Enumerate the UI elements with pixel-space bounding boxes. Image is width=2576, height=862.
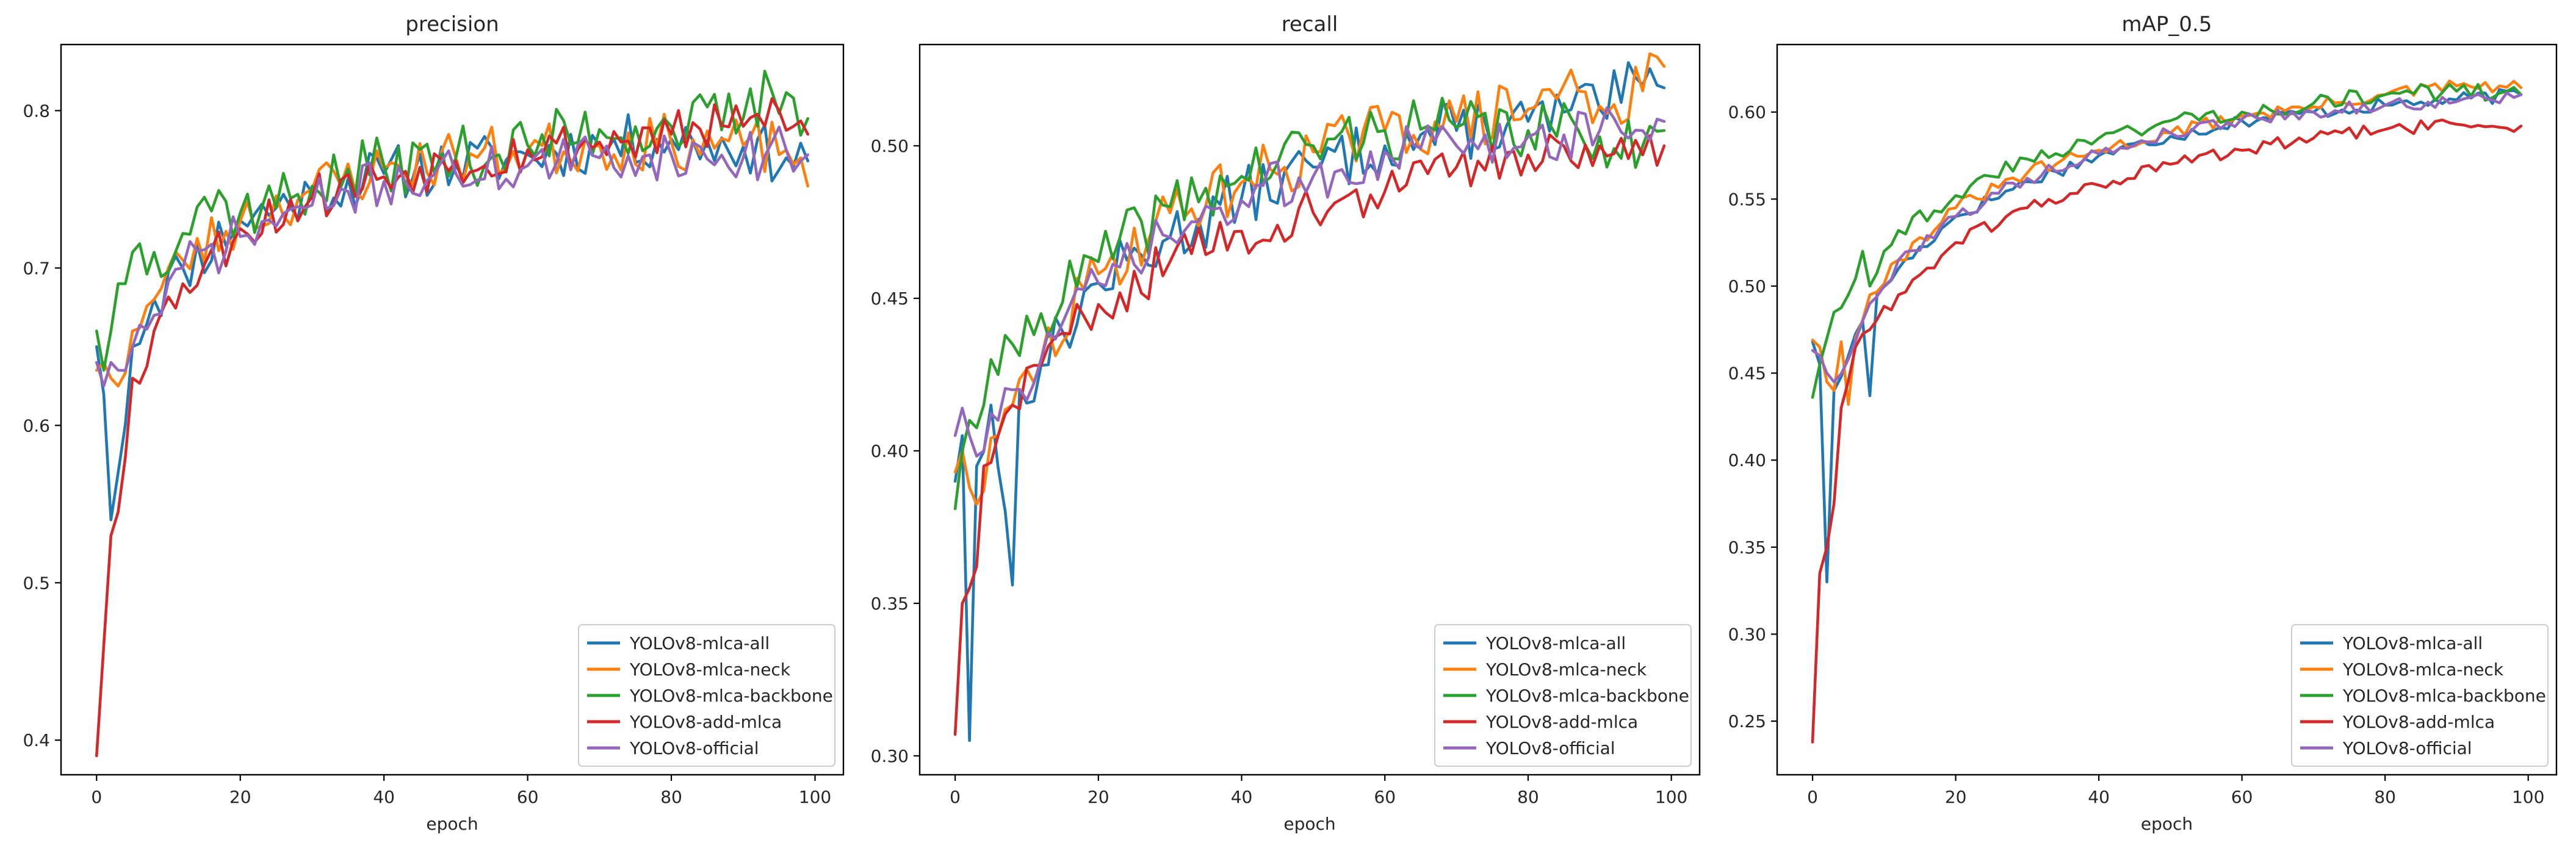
x-tick-label: 60 — [2231, 787, 2253, 807]
chart-0: precision 0 20 40 60 80 100 0.4 0.5 0.6 0.7 0.8 epoc… — [23, 12, 845, 834]
legend-label: YOLOv8-add-mlca — [2342, 712, 2495, 732]
series-line-yolov8-mlca-backbone — [953, 96, 1666, 511]
y-tick-label: 0.40 — [871, 441, 909, 461]
y-tick-label: 0.60 — [1728, 102, 1766, 123]
y-tick-label: 0.45 — [871, 289, 909, 309]
series-line-yolov8-mlca-backbone — [95, 70, 809, 372]
x-tick-label: 0 — [950, 787, 961, 807]
y-tick-label: 0.50 — [871, 136, 909, 156]
legend-label: YOLOv8-mlca-backbone — [629, 686, 833, 706]
series-line-yolov8-official — [1811, 91, 2523, 384]
legend-label: YOLOv8-mlca-backbone — [2342, 686, 2546, 706]
legend-label: YOLOv8-mlca-neck — [1485, 659, 1647, 680]
legend-box — [2291, 624, 2549, 767]
series-lines — [953, 52, 1666, 742]
x-axis-label: epoch — [426, 814, 478, 834]
x-tick-label: 60 — [517, 787, 539, 807]
series-line-yolov8-mlca-all — [95, 113, 809, 522]
series-line-yolov8-official — [953, 106, 1666, 458]
x-tick-label: 20 — [229, 787, 251, 807]
y-tick-label: 0.55 — [1728, 189, 1766, 209]
y-tick-label: 0.45 — [1728, 364, 1766, 384]
chart-title: precision — [405, 12, 499, 37]
legend-label: YOLOv8-mlca-neck — [2342, 659, 2504, 680]
legend: YOLOv8-mlca-all YOLOv8-mlca-neck YOLOv8-ml… — [1434, 624, 1692, 767]
legend-label: YOLOv8-official — [1485, 738, 1615, 758]
x-tick-label: 100 — [1655, 787, 1687, 807]
y-tick-label: 0.50 — [1728, 276, 1766, 296]
x-tick-label: 40 — [2088, 787, 2110, 807]
y-tick-label: 0.8 — [23, 101, 50, 121]
legend-box — [1434, 624, 1692, 767]
y-tick-label: 0.7 — [23, 258, 50, 278]
legend-label: YOLOv8-official — [2342, 738, 2472, 758]
legend-label: YOLOv8-official — [629, 738, 759, 758]
x-tick-label: 0 — [91, 787, 102, 807]
chart-2: mAP_0.5 0 20 40 60 80 100 0.25 0.30 0.35 0.40 0.45 0… — [1728, 12, 2558, 834]
series-lines — [1811, 79, 2523, 744]
y-tick-label: 0.40 — [1728, 450, 1766, 470]
y-tick-label: 0.25 — [1728, 711, 1766, 731]
series-line-yolov8-add-mlca — [953, 133, 1666, 736]
legend-label: YOLOv8-add-mlca — [1485, 712, 1638, 732]
series-line-yolov8-mlca-backbone — [1811, 83, 2523, 399]
y-tick-label: 0.35 — [871, 594, 909, 614]
axes-frame — [918, 43, 1701, 776]
axes-frame — [1776, 43, 2558, 776]
chart-title: recall — [1282, 12, 1338, 37]
legend-label: YOLOv8-mlca-all — [629, 633, 770, 653]
x-tick-label: 80 — [1517, 787, 1539, 807]
x-tick-label: 80 — [660, 787, 682, 807]
x-axis-label: epoch — [1283, 814, 1335, 834]
series-line-yolov8-mlca-neck — [953, 52, 1666, 506]
x-tick-label: 20 — [1088, 787, 1109, 807]
y-tick-label: 0.30 — [871, 746, 909, 766]
x-tick-label: 20 — [1945, 787, 1967, 807]
chart-1: recall 0 20 40 60 80 100 0.30 0.35 0.40 0.45 0.50 ep… — [871, 12, 1701, 834]
legend-label: YOLOv8-add-mlca — [629, 712, 782, 732]
legend: YOLOv8-mlca-all YOLOv8-mlca-neck YOLOv8-ml… — [2291, 624, 2549, 767]
legend-label: YOLOv8-mlca-backbone — [1485, 686, 1689, 706]
series-line-yolov8-add-mlca — [1811, 118, 2523, 744]
legend: YOLOv8-mlca-all YOLOv8-mlca-neck YOLOv8-ml… — [578, 624, 835, 767]
y-tick-label: 0.6 — [23, 415, 50, 436]
series-lines — [95, 70, 809, 758]
axes-frame — [60, 43, 845, 776]
x-axis-label: epoch — [2141, 814, 2193, 834]
series-line-yolov8-official — [95, 125, 809, 388]
legend-box — [578, 624, 835, 767]
chart-title: mAP_0.5 — [2122, 12, 2212, 37]
x-tick-label: 100 — [2512, 787, 2544, 807]
x-tick-label: 40 — [1231, 787, 1253, 807]
x-tick-label: 100 — [799, 787, 831, 807]
x-tick-label: 60 — [1374, 787, 1396, 807]
x-tick-label: 80 — [2374, 787, 2396, 807]
legend-label: YOLOv8-mlca-all — [1485, 633, 1626, 653]
x-tick-label: 0 — [1807, 787, 1818, 807]
y-tick-label: 0.5 — [23, 573, 50, 593]
y-tick-label: 0.4 — [23, 730, 50, 750]
y-tick-label: 0.30 — [1728, 625, 1766, 645]
x-tick-label: 40 — [373, 787, 395, 807]
legend-label: YOLOv8-mlca-all — [2342, 633, 2483, 653]
legend-label: YOLOv8-mlca-neck — [629, 659, 791, 680]
y-tick-label: 0.35 — [1728, 537, 1766, 558]
